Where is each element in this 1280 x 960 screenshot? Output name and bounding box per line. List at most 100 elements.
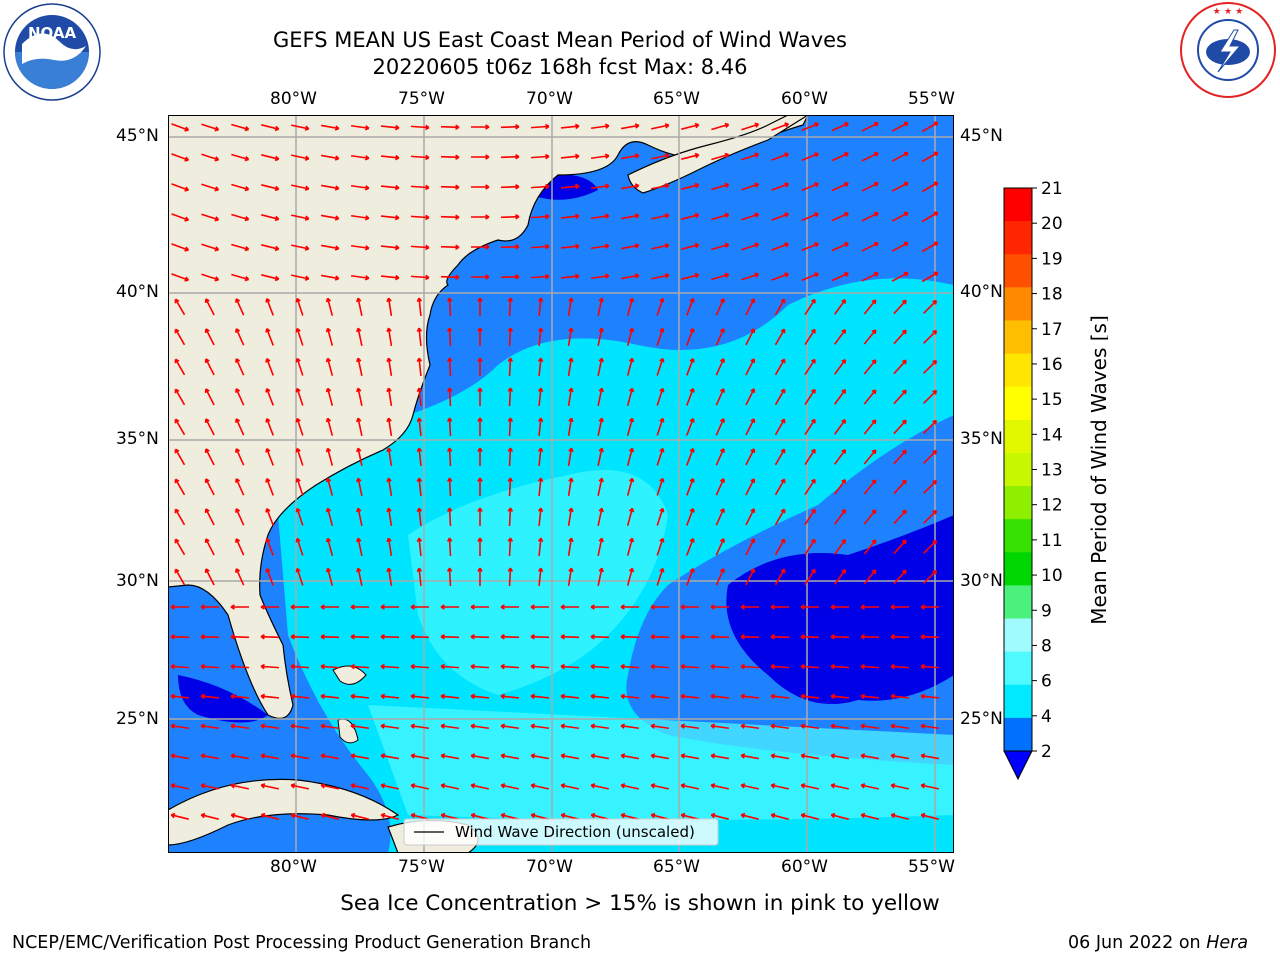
lon-label-bottom: 55°W [908,857,955,877]
colorbar-tick-label: 21 [1041,180,1063,199]
wave-direction-arrow [507,417,514,437]
wave-direction-arrow [567,537,574,557]
wave-direction-arrow [863,569,877,585]
wave-direction-arrow [477,297,483,316]
wave-direction-arrow [745,508,756,526]
wave-direction-arrow [711,122,730,131]
footer-date-text: 06 Jun 2022 on [1068,933,1207,953]
wave-direction-arrow [567,357,574,377]
wave-direction-arrow [834,388,847,405]
wave-direction-arrow [325,327,334,346]
wave-direction-arrow [745,448,756,466]
footer-host: Hera [1206,933,1249,953]
wave-direction-arrow [200,812,219,820]
wave-direction-arrow [356,567,363,586]
wave-direction-arrow [861,181,879,192]
wave-direction-arrow [325,447,334,466]
wave-direction-arrow [446,387,453,407]
wave-direction-arrow [201,153,220,162]
wave-direction-arrow [231,123,250,132]
wave-direction-arrow [560,213,580,220]
wave-direction-arrow [686,507,695,526]
wave-direction-arrow [686,417,695,436]
wave-direction-arrow [626,537,635,556]
wave-direction-arrow [170,634,190,640]
wave-direction-arrow [891,241,909,252]
wave-direction-arrow [530,153,550,160]
wave-direction-arrow [170,693,190,700]
wave-direction-arrow [650,812,669,820]
lon-label-top: 80°W [270,89,317,109]
wave-direction-arrow [230,812,249,820]
wave-direction-arrow [350,244,370,251]
wave-direction-arrow [863,479,877,495]
wave-direction-arrow [804,328,816,345]
wave-direction-arrow [656,477,665,496]
wave-direction-arrow [590,663,610,670]
footer-credit: NCEP/EMC/Verification Post Processing Pr… [12,933,592,953]
wave-direction-arrow [500,663,520,670]
wave-direction-arrow [680,723,700,730]
wave-direction-arrow [410,274,430,281]
wave-direction-arrow [530,783,549,790]
wave-direction-arrow [893,569,907,585]
wave-direction-arrow [356,357,363,376]
wave-direction-arrow [500,693,520,700]
wave-direction-arrow [530,243,550,250]
wave-direction-arrow [774,388,786,406]
wave-direction-arrow [235,298,245,316]
wave-direction-arrow [620,723,640,730]
wave-direction-arrow [863,509,877,525]
wave-direction-arrow [774,508,786,526]
wave-direction-arrow [774,298,786,316]
wave-direction-arrow [651,213,670,220]
wave-direction-arrow [386,297,393,317]
nws-logo: ★ ★ ★ [1180,2,1276,98]
colorbar-band [1004,221,1032,255]
wave-direction-arrow [626,297,635,316]
wave-direction-arrow [174,478,186,496]
wave-direction-arrow [295,507,304,526]
wave-direction-arrow [416,297,423,317]
wave-direction-arrow [715,358,725,376]
wave-direction-arrow [830,812,849,820]
wave-direction-arrow [204,448,215,466]
wave-direction-arrow [295,327,304,346]
wave-direction-arrow [265,477,274,496]
wave-direction-arrow [800,604,819,610]
wave-direction-arrow [446,327,453,347]
wave-direction-arrow [260,634,280,640]
wave-direction-arrow [620,183,640,190]
wave-direction-arrow [410,634,430,640]
wave-direction-arrow [711,212,730,221]
wave-direction-arrow [261,154,280,162]
wave-direction-arrow [891,151,909,162]
wave-direction-arrow [290,634,310,640]
wave-direction-arrow [295,417,304,436]
wave-direction-arrow [204,568,215,586]
wave-direction-arrow [416,537,423,557]
wave-direction-arrow [770,723,790,730]
wave-direction-arrow [471,244,490,250]
wave-direction-arrow [651,123,670,130]
wave-direction-arrow [801,272,819,282]
wave-direction-arrow [560,153,580,160]
wave-direction-arrow [860,604,879,610]
wave-direction-arrow [715,448,725,466]
wave-direction-arrow [651,183,670,190]
legend-label: Wind Wave Direction (unscaled) [455,823,695,841]
wave-direction-arrow [386,387,393,407]
wave-direction-arrow [834,448,847,465]
wave-direction-arrow [416,327,423,347]
wave-direction-arrow [320,812,339,820]
wave-direction-arrow [800,634,820,640]
wave-direction-arrow [174,358,186,376]
wave-direction-arrow [325,507,334,526]
wave-direction-arrow [470,663,490,670]
wave-direction-arrow [590,693,610,700]
wave-direction-arrow [774,328,786,346]
wave-direction-arrow [590,753,610,760]
wave-direction-arrow [530,693,550,700]
wave-direction-arrow [537,447,544,467]
wave-direction-arrow [800,663,820,670]
